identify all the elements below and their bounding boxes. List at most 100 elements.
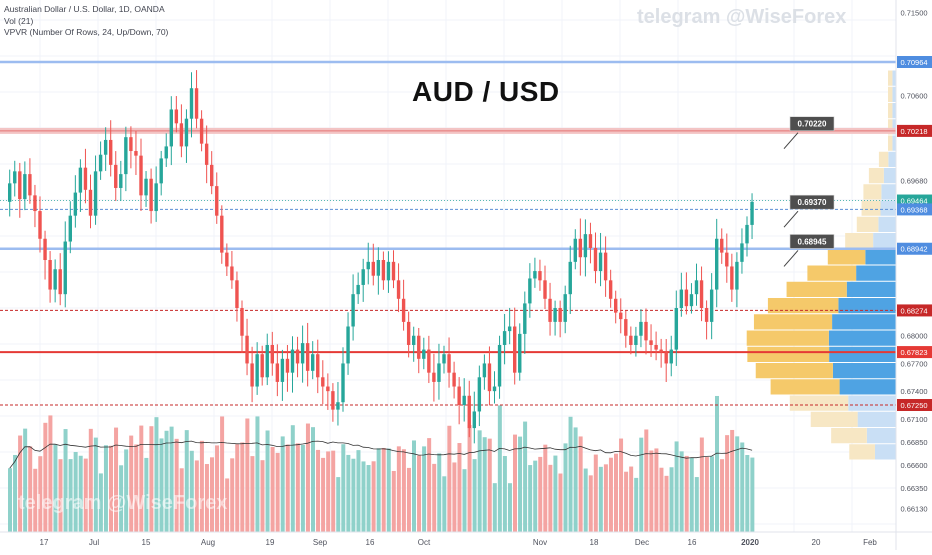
vpvr-up-bar — [838, 298, 896, 314]
candle — [68, 215, 72, 242]
volume-bar — [649, 450, 654, 532]
candle — [639, 321, 643, 336]
candle — [361, 269, 365, 285]
volume-bar — [725, 435, 730, 532]
time-label: Aug — [201, 538, 215, 547]
vpvr-up-bar — [883, 168, 896, 184]
volume-bar — [629, 466, 634, 532]
candle — [295, 349, 300, 364]
volume-bar — [38, 456, 43, 532]
volume-bar — [598, 466, 603, 532]
volume-bar — [235, 444, 240, 532]
candle — [507, 326, 512, 332]
price-badge — [897, 346, 932, 359]
volume-bar — [204, 464, 209, 532]
vpvr-up-bar — [846, 281, 896, 297]
watermark-top: telegram @WiseForex — [637, 6, 847, 28]
volume-bar — [654, 448, 659, 532]
callout-label: 0.68945 — [798, 237, 827, 246]
candle — [689, 294, 694, 307]
vpvr-up-bar — [892, 86, 896, 102]
volume-bar — [659, 467, 664, 532]
price-label: 0.66850 — [900, 438, 927, 447]
candle — [664, 352, 668, 364]
price-label: 0.69680 — [900, 177, 927, 186]
volume-bar — [735, 436, 740, 532]
price-label: 0.67250 — [900, 401, 927, 410]
volume-bar — [149, 426, 154, 532]
candle — [250, 363, 254, 387]
time-label: 18 — [590, 538, 599, 547]
candle — [492, 386, 497, 392]
time-axis[interactable]: 17 Jul 15 Aug 19 Sep 16 Oct Nov 18 Dec 16 2020 20 Feb — [40, 538, 878, 547]
volume-bar — [78, 455, 83, 532]
candle — [502, 331, 507, 345]
candle — [275, 363, 280, 382]
candle — [720, 238, 724, 253]
callout-label: 0.70220 — [798, 120, 827, 129]
price-label: 0.67100 — [900, 415, 927, 424]
candle — [709, 289, 714, 322]
candle — [614, 298, 618, 313]
price-label: 0.68942 — [900, 245, 927, 254]
vpvr-up-bar — [880, 200, 896, 216]
price-label: 0.70964 — [900, 58, 927, 67]
volume-bar — [634, 477, 639, 532]
vpvr-up-bar — [856, 265, 896, 281]
candle — [235, 280, 239, 309]
volume-bar — [68, 459, 73, 532]
candle — [553, 308, 557, 322]
vpvr-indicator-label[interactable]: VPVR (Number Of Rows, 24, Up/Down, 70) — [4, 27, 169, 37]
volume-bar — [588, 475, 593, 532]
vpvr-up-bar — [873, 233, 896, 249]
volume-bar — [280, 436, 285, 532]
volume-bar — [230, 458, 235, 532]
candle — [210, 164, 214, 187]
time-label: Jul — [89, 538, 99, 547]
volume-bar — [245, 418, 250, 532]
candle — [437, 363, 441, 382]
candle — [654, 344, 658, 350]
candle — [189, 88, 194, 119]
time-label: 2020 — [741, 538, 759, 547]
price-badge — [897, 304, 932, 317]
price-axis[interactable]: 0.71500 0.70964 0.70600 0.70218 0.69680 0.694… — [897, 8, 932, 513]
volume-bar — [492, 483, 497, 532]
volume-bar — [361, 461, 366, 532]
candle — [694, 280, 699, 295]
volume-bar — [164, 430, 169, 532]
legend: Australian Dollar / U.S. Dollar, 1D, OAN… — [4, 4, 168, 39]
price-label: 0.66600 — [900, 461, 927, 470]
volume-bar — [336, 477, 341, 532]
volume-bar — [704, 457, 709, 532]
candle — [366, 261, 370, 270]
candle — [346, 326, 350, 364]
volume-bar — [457, 443, 462, 532]
volume-bar — [427, 438, 432, 532]
callout-label: 0.69370 — [798, 198, 827, 207]
price-label: 0.69464 — [900, 197, 927, 206]
candle — [583, 234, 588, 258]
volume-bar — [553, 455, 558, 532]
vpvr-down-bar — [770, 379, 840, 395]
volume-bar — [538, 456, 543, 532]
volume-bar — [417, 455, 422, 532]
volume-bar — [210, 457, 214, 532]
candle — [684, 289, 689, 307]
symbol-label[interactable]: Australian Dollar / U.S. Dollar, 1D, OAN… — [4, 4, 165, 14]
vpvr-down-bar — [868, 168, 884, 184]
volume-bar — [13, 454, 18, 532]
volume-bar — [169, 426, 174, 532]
candle — [497, 344, 502, 387]
volume-bar — [482, 437, 487, 532]
vpvr-up-bar — [839, 379, 896, 395]
volume-bar — [472, 459, 477, 532]
callout-pointer — [783, 210, 799, 228]
candle — [715, 238, 719, 290]
time-label: Sep — [313, 538, 328, 547]
volume-indicator-label[interactable]: Vol (21) — [4, 15, 34, 26]
candle — [13, 171, 17, 184]
volume-bar — [568, 416, 573, 532]
price-badge — [897, 124, 932, 137]
